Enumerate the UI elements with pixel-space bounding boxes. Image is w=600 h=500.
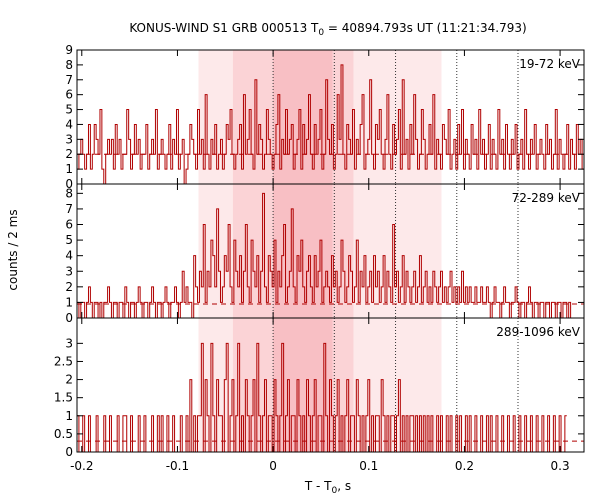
y-tick-label: 8 xyxy=(65,58,73,72)
x-axis: -0.2 -0.1 0 0.1 0.2 0.3 xyxy=(70,459,570,473)
y-tick-label: 5 xyxy=(65,103,73,117)
y-tick-label: 3 xyxy=(65,132,73,146)
x-axis-title: T - T0, s xyxy=(304,479,351,496)
panel-frame xyxy=(76,317,585,453)
y-tick-label: 2.5 xyxy=(54,354,73,368)
y-tick-label: 3 xyxy=(65,336,73,350)
y-tick-label: 0 xyxy=(65,311,73,325)
y-tick-label: 2 xyxy=(65,280,73,294)
band-label: 72-289 keV xyxy=(512,191,581,205)
y-tick-label: 3 xyxy=(65,264,73,278)
y-tick-label: 7 xyxy=(65,202,73,216)
y-tick-label: 4 xyxy=(65,249,73,263)
y-tick-label: 6 xyxy=(65,88,73,102)
x-tick-label: 0 xyxy=(269,459,277,473)
panel-3: 0 0.5 1 1.5 2 2.5 3 289-1096 keV xyxy=(54,317,585,459)
y-tick-label: 7 xyxy=(65,73,73,87)
y-tick-label: 9 xyxy=(65,43,73,57)
y-tick-label: 6 xyxy=(65,218,73,232)
x-tick-label: 0.2 xyxy=(455,459,474,473)
y-tick-label: 0 xyxy=(65,177,73,191)
histogram-series xyxy=(77,192,573,319)
histogram-series xyxy=(77,64,585,185)
x-tick-label: 0.3 xyxy=(551,459,570,473)
x-tick-label: 0.1 xyxy=(359,459,378,473)
band-label: 289-1096 keV xyxy=(496,325,580,339)
x-tick-label: -0.2 xyxy=(70,459,93,473)
y-tick-label: 2 xyxy=(65,147,73,161)
y-tick-label: 8 xyxy=(65,186,73,200)
x-tick-label: -0.1 xyxy=(166,459,189,473)
y-tick-label: 1 xyxy=(65,409,73,423)
y-tick-label: 0 xyxy=(65,445,73,459)
y-tick-label: 1 xyxy=(65,295,73,309)
chart-title: KONUS-WIND S1 GRB 000513 T0 = 40894.793s… xyxy=(129,21,526,38)
y-tick-label: 5 xyxy=(65,233,73,247)
y-tick-label: 0.5 xyxy=(54,427,73,441)
y-tick-label: 1.5 xyxy=(54,391,73,405)
y-tick-label: 4 xyxy=(65,117,73,131)
y-axis-title: counts / 2 ms xyxy=(6,209,20,290)
y-tick-label: 2 xyxy=(65,373,73,387)
y-tick-label: 1 xyxy=(65,162,73,176)
band-label: 19-72 keV xyxy=(519,57,581,71)
